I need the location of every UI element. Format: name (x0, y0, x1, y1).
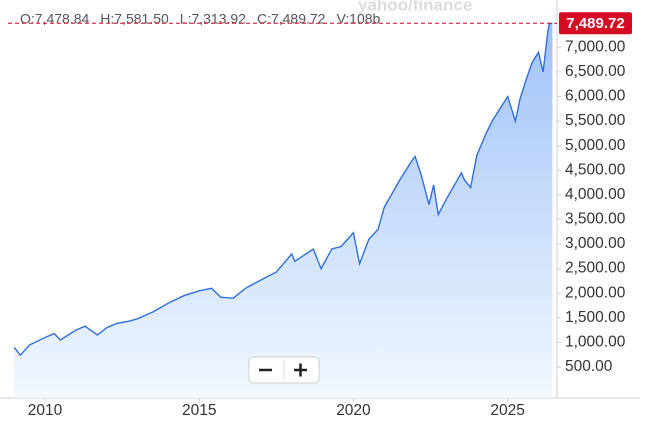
area (14, 23, 553, 399)
y-tick-label: 2,000.00 (565, 284, 626, 301)
zoom-controls (248, 356, 320, 384)
x-tick-label: 2010 (28, 402, 63, 419)
ohlc-value: L:7,313.92 (180, 11, 246, 27)
ohlc-value: O:7,478.84 (20, 11, 89, 27)
current-price-label: 7,489.72 (566, 15, 624, 32)
plot: 500.00 1,000.00 1,500.00 2,000.00 2,500.00 3,… (0, 0, 640, 419)
ohlc-value: H:7,581.50 (100, 11, 169, 27)
current-price-box (559, 12, 632, 35)
y-tick-label: 7,000.00 (565, 38, 626, 55)
ohlc-value: C:7,489.72 (257, 11, 326, 27)
y-tick-label: 1,500.00 (565, 309, 626, 326)
y-tick-label: 3,500.00 (565, 211, 626, 228)
y-tick-label: 1,000.00 (565, 334, 626, 351)
zoom-in[interactable] (294, 363, 307, 377)
line (13, 22, 553, 357)
x-tick-label: 2020 (336, 402, 371, 419)
y-tick-label: 5,500.00 (565, 112, 626, 129)
x-tick-label: 2015 (182, 402, 216, 419)
ohlc-value: V:108b (336, 11, 380, 27)
y-tick-label: 6,000.00 (565, 88, 626, 105)
y-tick-label: 6,500.00 (565, 63, 626, 80)
y-tick-label: 2,500.00 (565, 260, 626, 277)
y-tick-label: 500.00 (565, 358, 613, 375)
y-tick-label: 5,000.00 (565, 137, 626, 154)
x-tick-label: 2025 (490, 402, 524, 419)
y-tick-label: 3,000.00 (565, 235, 626, 252)
ohlc-bar: O:7,478.84 H:7,581.50 L:7,313.92 C:7,489.72… (20, 11, 381, 27)
y-tick-label: 4,000.00 (565, 186, 626, 203)
y-tick-label: 4,500.00 (565, 161, 626, 178)
watermark: yahoo/finance (358, 0, 472, 14)
